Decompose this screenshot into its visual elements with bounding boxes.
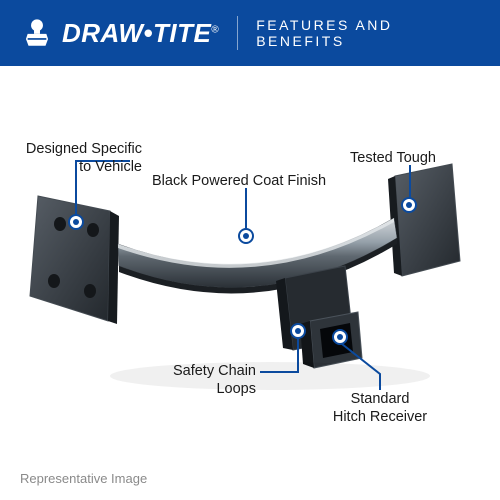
callout-designed: Designed Specific to Vehicle xyxy=(26,140,142,176)
marker-receiver xyxy=(332,329,348,345)
callout-finish: Black Powered Coat Finish xyxy=(152,172,326,190)
callout-line: Hitch Receiver xyxy=(333,409,427,425)
footer-note: Representative Image xyxy=(20,471,147,486)
brand-name-text: DRAW•TITE xyxy=(62,18,211,48)
marker-tested xyxy=(401,197,417,213)
hitch-ball-icon xyxy=(20,16,54,50)
brand-logo: DRAW•TITE® xyxy=(20,16,219,50)
callout-line: Safety Chain xyxy=(173,363,256,379)
callout-line: Black Powered Coat Finish xyxy=(152,173,326,189)
marker-designed xyxy=(68,214,84,230)
callout-line: to Vehicle xyxy=(79,159,142,175)
callout-line: Standard xyxy=(351,391,410,407)
diagram-stage: Designed Specific to Vehicle Black Power… xyxy=(0,66,500,500)
marker-loops xyxy=(290,323,306,339)
callout-line: Designed Specific xyxy=(26,141,142,157)
header-bar: DRAW•TITE® FEATURES AND BENEFITS xyxy=(0,0,500,66)
leader-lines xyxy=(0,66,500,500)
header-subtitle: FEATURES AND BENEFITS xyxy=(256,17,480,49)
callout-loops: Safety Chain Loops xyxy=(173,362,256,398)
brand-name: DRAW•TITE® xyxy=(62,18,219,49)
registered-mark: ® xyxy=(211,24,219,35)
header-divider xyxy=(237,16,238,50)
marker-finish xyxy=(238,228,254,244)
callout-receiver: Standard Hitch Receiver xyxy=(332,390,428,426)
callout-line: Tested Tough xyxy=(350,150,436,166)
callout-line: Loops xyxy=(216,381,256,397)
callout-tested: Tested Tough xyxy=(350,149,436,167)
